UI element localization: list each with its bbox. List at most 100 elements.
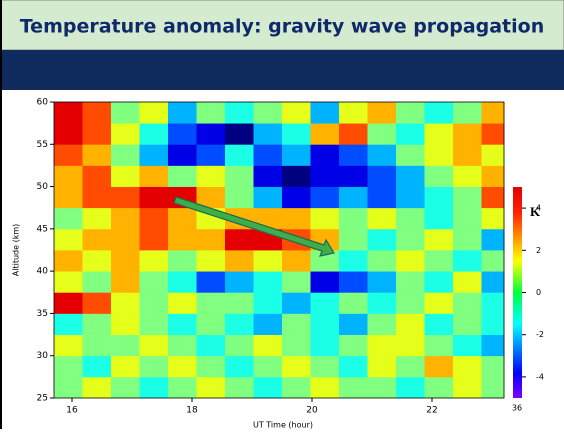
heatmap-cell: [225, 186, 254, 209]
heatmap-cell: [481, 144, 505, 166]
heatmap-cell: [139, 228, 169, 251]
heatmap-cell: [111, 165, 140, 187]
heatmap-cell: [282, 376, 311, 399]
heatmap-cell: [396, 376, 425, 399]
heatmap-cell: [253, 250, 283, 272]
heatmap-cell: [310, 144, 340, 166]
heatmap-cell: [253, 165, 283, 187]
x-axis-label: UT Time (hour): [253, 421, 313, 430]
heatmap-cell: [282, 123, 311, 145]
heatmap-cell: [82, 376, 112, 399]
heatmap-cell: [139, 271, 169, 293]
heatmap-cell: [196, 355, 226, 378]
heatmap-cell: [168, 102, 197, 124]
heatmap-cell: [139, 334, 169, 357]
heatmap-cell: [111, 376, 140, 399]
colorbar-tick-label: 0: [536, 288, 541, 297]
heatmap-cell: [168, 228, 197, 251]
heatmap-cell: [225, 376, 254, 399]
heatmap-cell: [82, 102, 112, 124]
heatmap-cell: [310, 376, 340, 399]
heatmap-cell: [453, 207, 482, 230]
heatmap-cell: [481, 123, 505, 145]
heatmap-cell: [282, 355, 311, 378]
heatmap-cell: [367, 228, 397, 251]
heatmap-cell: [396, 250, 425, 272]
heatmap-cell: [424, 165, 454, 187]
heatmap-cell: [253, 271, 283, 293]
heatmap-cell: [453, 313, 482, 335]
heatmap-cell: [396, 228, 425, 251]
heatmap-cell: [111, 334, 140, 357]
heatmap-cell: [111, 313, 140, 335]
heatmap-cell: [82, 292, 112, 314]
heatmap-cell: [396, 334, 425, 357]
heatmap-cell: [54, 271, 83, 293]
heatmap-cell: [367, 123, 397, 145]
heatmap-cell: [225, 313, 254, 335]
heatmap-cell: [339, 207, 368, 230]
heatmap-cell: [282, 250, 311, 272]
heatmap-cell: [111, 207, 140, 230]
heatmap-cell: [54, 355, 83, 378]
heatmap-cell: [339, 123, 368, 145]
heatmap-cell: [339, 355, 368, 378]
heatmap-cell: [481, 250, 505, 272]
heatmap-cell: [453, 271, 482, 293]
heatmap-cell: [310, 271, 340, 293]
heatmap-cell: [196, 186, 226, 209]
heatmap-cell: [310, 334, 340, 357]
heatmap-cell: [310, 165, 340, 187]
heatmap-cell: [253, 144, 283, 166]
heatmap-cell: [196, 271, 226, 293]
heatmap-cell: [481, 334, 505, 357]
heatmap-cell: [225, 228, 254, 251]
heatmap-cell: [481, 376, 505, 399]
heatmap-cell: [282, 102, 311, 124]
heatmap-cell: [310, 123, 340, 145]
heatmap-cell: [339, 250, 368, 272]
y-tick-label: 25: [37, 394, 48, 404]
y-tick-label: 55: [37, 140, 48, 150]
heatmap-cell: [310, 207, 340, 230]
heatmap-cell: [111, 271, 140, 293]
heatmap-cell: [253, 376, 283, 399]
heatmap-cell: [453, 355, 482, 378]
heatmap-cell: [424, 250, 454, 272]
heatmap-cell: [396, 102, 425, 124]
heatmap-cell: [310, 102, 340, 124]
heatmap-cell: [453, 165, 482, 187]
heatmap-cell: [225, 144, 254, 166]
heatmap-cell: [453, 186, 482, 209]
heatmap-cell: [396, 313, 425, 335]
heatmap-cell: [196, 144, 226, 166]
heatmap-cell: [82, 165, 112, 187]
plot-frame: [53, 101, 505, 399]
heatmap-cell: [225, 250, 254, 272]
x-tick-label: 22: [426, 406, 437, 416]
heatmap-cell: [367, 313, 397, 335]
heatmap-cell: [453, 292, 482, 314]
heatmap-cell: [139, 292, 169, 314]
heatmap-cell: [139, 313, 169, 335]
heatmap-cell: [424, 313, 454, 335]
y-tick-label: 50: [37, 182, 49, 192]
heatmap-cell: [424, 144, 454, 166]
heatmap-cell: [54, 186, 83, 209]
heatmap-cell: [82, 271, 112, 293]
heatmap-cell: [282, 186, 311, 209]
heatmap-cell: [168, 313, 197, 335]
y-tick-label: 40: [37, 267, 49, 277]
heatmap-cell: [310, 313, 340, 335]
heatmap-cell: [310, 186, 340, 209]
heatmap-cell: [54, 102, 83, 124]
colorbar-footnote: 36: [512, 404, 522, 413]
heatmap-cell: [396, 186, 425, 209]
heatmap-cell: [367, 376, 397, 399]
colorbar-label: K: [530, 204, 541, 219]
heatmap-cell: [54, 334, 83, 357]
heatmap-cell: [339, 144, 368, 166]
heatmap-cell: [424, 228, 454, 251]
heatmap-cell: [367, 355, 397, 378]
heatmap-cell: [139, 250, 169, 272]
